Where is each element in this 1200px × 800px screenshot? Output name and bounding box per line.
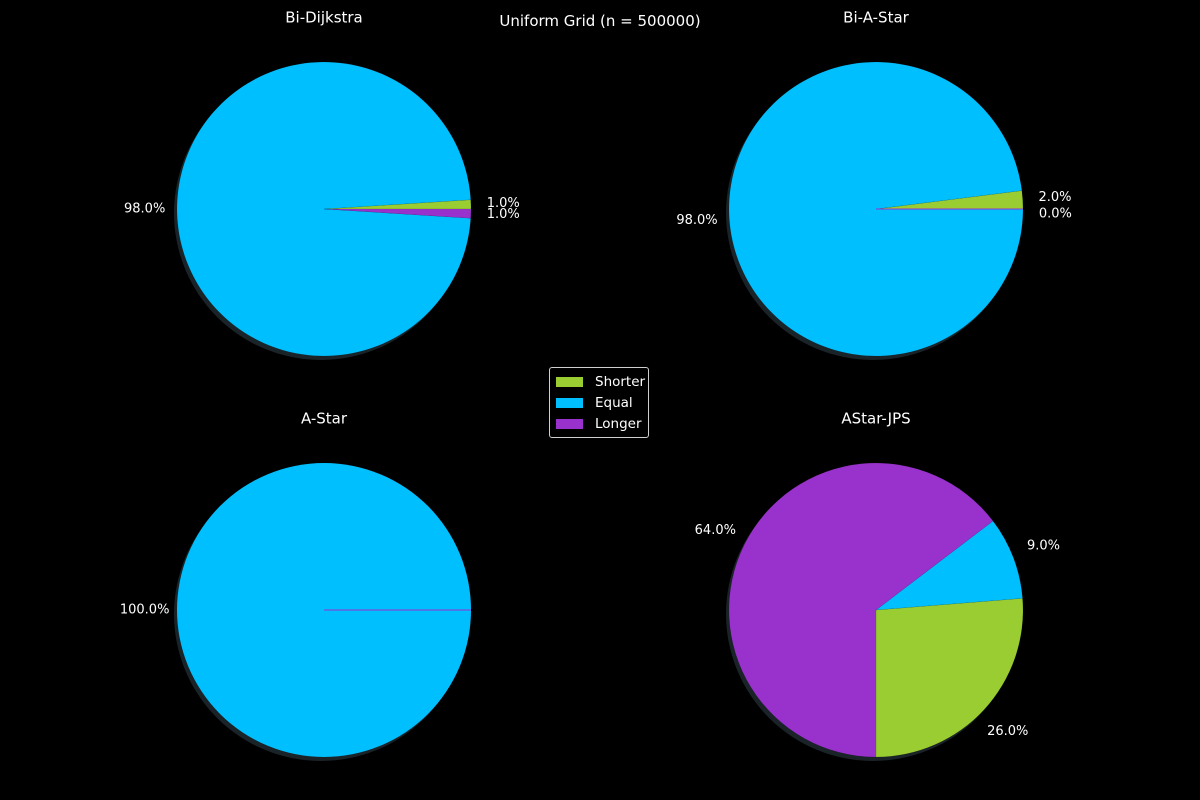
- pct-label-shorter: 2.0%: [1038, 190, 1071, 205]
- legend-swatch-equal: [556, 397, 583, 408]
- pct-label-equal: 98.0%: [124, 202, 165, 217]
- legend-swatch-longer: [556, 418, 583, 429]
- legend-item-shorter: Shorter: [550, 371, 648, 392]
- pie-slice-shorter: [323, 199, 472, 210]
- subplot-title: A-Star: [301, 410, 348, 428]
- pie-astar-jps: 26.0% 9.0% 64.0% AStar-JPS: [695, 410, 1060, 761]
- legend-item-equal: Equal: [550, 392, 648, 413]
- figure-title: Uniform Grid (n = 500000): [499, 12, 701, 30]
- subplot-title: Bi-A-Star: [843, 9, 909, 27]
- legend-label-shorter: Shorter: [595, 373, 646, 390]
- pct-label-equal: 98.0%: [676, 213, 717, 228]
- pct-label-equal: 9.0%: [1027, 538, 1060, 553]
- legend-label-equal: Equal: [595, 394, 633, 411]
- pct-label-longer: 0.0%: [1039, 207, 1072, 222]
- pie-a-star: 100.0% A-Star: [120, 410, 471, 761]
- pie-slice-shorter: [875, 598, 1024, 758]
- legend-swatch-shorter: [556, 376, 583, 387]
- pie-bi-dijkstra: 1.0% 98.0% 1.0% Bi-Dijkstra: [124, 9, 520, 360]
- pct-label-longer: 1.0%: [487, 207, 520, 222]
- subplot-title: Bi-Dijkstra: [285, 9, 363, 27]
- legend: Shorter Equal Longer: [549, 367, 649, 438]
- pie-slice-longer: [323, 208, 472, 219]
- pie-slice-longer: [728, 462, 994, 758]
- pie-slice-equal: [875, 520, 1023, 611]
- legend-item-longer: Longer: [550, 413, 648, 434]
- pie-slice-equal: [176, 61, 471, 357]
- pct-label-shorter: 1.0%: [487, 196, 520, 211]
- pct-label-shorter: 26.0%: [987, 724, 1028, 739]
- legend-label-longer: Longer: [595, 415, 642, 432]
- pct-label-longer: 64.0%: [695, 523, 736, 538]
- subplot-title: AStar-JPS: [841, 410, 910, 428]
- pie-bi-a-star: 2.0% 98.0% 0.0% Bi-A-Star: [676, 9, 1072, 360]
- pct-label-equal: 100.0%: [120, 603, 170, 618]
